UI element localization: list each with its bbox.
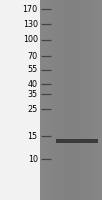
Text: 70: 70 [28, 52, 38, 61]
Text: 100: 100 [23, 36, 38, 45]
Bar [56, 139, 98, 143]
Text: 55: 55 [28, 66, 38, 74]
Text: 35: 35 [28, 90, 38, 99]
Text: 25: 25 [28, 105, 38, 114]
Text: 40: 40 [28, 80, 38, 89]
Text: 15: 15 [28, 132, 38, 141]
Bar [0, 0, 40, 200]
Text: 170: 170 [23, 4, 38, 14]
Text: 130: 130 [23, 20, 38, 29]
Text: 10: 10 [28, 154, 38, 164]
